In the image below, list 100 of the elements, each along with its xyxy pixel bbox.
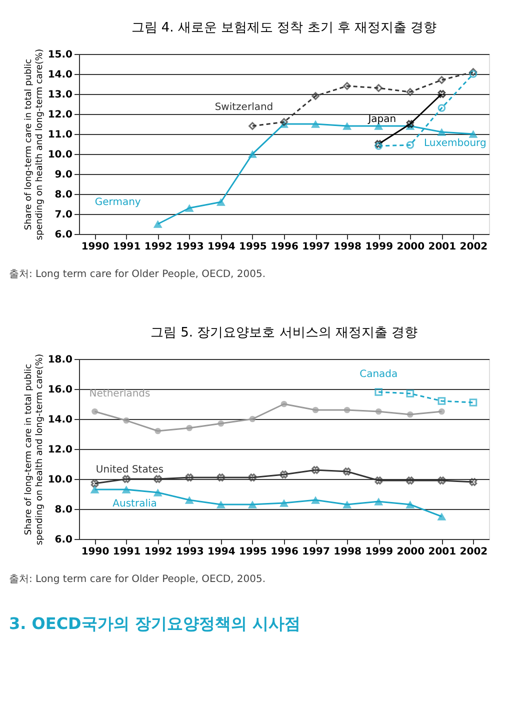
x-tick-label: 1997 bbox=[302, 546, 330, 558]
x-tick-label: 1994 bbox=[208, 546, 236, 558]
y-tick-label: 11.0 bbox=[48, 130, 73, 140]
y-tick-label: 18.0 bbox=[48, 354, 73, 366]
point bbox=[216, 500, 226, 508]
series-label: Switzerland bbox=[214, 102, 274, 113]
point bbox=[437, 128, 446, 136]
point bbox=[374, 476, 382, 484]
point bbox=[217, 474, 225, 482]
x-tick-label: 1992 bbox=[144, 242, 172, 252]
point bbox=[469, 478, 478, 486]
x-tick-label: 1999 bbox=[365, 546, 394, 558]
point bbox=[311, 496, 320, 504]
text: Germany bbox=[94, 197, 141, 208]
y-tick-label: 15.0 bbox=[48, 50, 73, 60]
x-tick-label: 1993 bbox=[176, 546, 204, 558]
point bbox=[184, 496, 194, 504]
y-tick-label: 7.0 bbox=[54, 210, 73, 220]
point bbox=[123, 417, 130, 424]
x-tick-label: 1990 bbox=[81, 242, 110, 252]
point bbox=[374, 84, 383, 92]
x-tick-label: 1999 bbox=[365, 242, 394, 252]
point bbox=[90, 480, 99, 488]
y-tick-label: 16.0 bbox=[48, 384, 73, 396]
x-tick-label: 2000 bbox=[396, 546, 425, 558]
point bbox=[374, 142, 383, 150]
x-tick-label: 1996 bbox=[270, 242, 298, 252]
point bbox=[344, 406, 350, 414]
series-label: Luxembourg bbox=[424, 138, 486, 149]
x-tick-label: 1991 bbox=[112, 546, 141, 558]
point bbox=[438, 476, 446, 484]
point bbox=[216, 198, 226, 206]
x-tick-label: 1996 bbox=[270, 546, 298, 558]
point bbox=[280, 400, 288, 408]
point bbox=[342, 122, 352, 130]
point bbox=[311, 120, 320, 128]
point bbox=[92, 408, 98, 415]
point bbox=[406, 411, 414, 418]
y-tick-label: 6.0 bbox=[54, 534, 73, 546]
point bbox=[437, 512, 446, 520]
series-label: Netherlands bbox=[89, 388, 150, 400]
y-tick-label: 12.0 bbox=[48, 110, 73, 120]
x-tick-label: 2002 bbox=[460, 242, 488, 252]
point bbox=[374, 388, 383, 396]
point bbox=[312, 406, 319, 414]
point bbox=[154, 475, 162, 483]
y-tick-label: 13.0 bbox=[48, 90, 73, 100]
point bbox=[343, 82, 351, 90]
y-tick-label: 8.0 bbox=[54, 504, 73, 516]
x-tick-label: 1992 bbox=[144, 546, 172, 558]
point bbox=[248, 150, 257, 158]
text: 3. OECD국가의 장기요양정책의 시사점 bbox=[9, 614, 300, 633]
series-label: Australia bbox=[112, 498, 157, 510]
x-tick-label: 2000 bbox=[396, 242, 425, 252]
chart-title: 그림 4. 새로운 보험제도 정착 초기 후 재정지출 경향 bbox=[131, 20, 437, 36]
point bbox=[312, 92, 320, 100]
point bbox=[406, 141, 414, 149]
point bbox=[438, 408, 445, 415]
y-tick-label: 8.0 bbox=[54, 190, 73, 200]
point bbox=[248, 474, 256, 482]
series-label: Canada bbox=[360, 369, 398, 380]
point bbox=[312, 466, 320, 474]
point bbox=[248, 122, 256, 130]
point bbox=[438, 397, 446, 405]
x-tick-label: 2001 bbox=[428, 546, 456, 558]
y-tick-label: 6.0 bbox=[54, 230, 73, 240]
point bbox=[186, 474, 194, 482]
point bbox=[154, 428, 162, 434]
point bbox=[249, 416, 256, 422]
point bbox=[122, 486, 131, 494]
point bbox=[468, 130, 478, 138]
chart-title: 그림 5. 장기요양보호 서비스의 재정지출 경향 bbox=[150, 325, 418, 340]
point bbox=[406, 476, 414, 484]
point bbox=[469, 398, 478, 406]
point bbox=[122, 475, 130, 483]
point bbox=[469, 70, 478, 78]
series-label: United States bbox=[96, 464, 164, 476]
y-tick-label: 9.0 bbox=[54, 170, 73, 180]
point bbox=[406, 88, 414, 96]
y-tick-label: 14.0 bbox=[48, 70, 73, 80]
y-tick-label: 12.0 bbox=[48, 444, 73, 456]
point bbox=[375, 408, 382, 415]
point bbox=[438, 104, 446, 112]
y-axis-title: Share of long-term care in total public spending on health and long-term care(%) bbox=[24, 354, 45, 546]
point bbox=[406, 390, 414, 398]
point bbox=[153, 488, 162, 496]
y-tick-label: 10.0 bbox=[48, 150, 73, 160]
x-tick-label: 1998 bbox=[334, 242, 362, 252]
source-note: 출처: Long term care for Older People, OECD, 2005. bbox=[9, 269, 266, 280]
point bbox=[280, 470, 288, 478]
point bbox=[374, 498, 384, 506]
series-label: Japan bbox=[367, 114, 396, 125]
point bbox=[342, 500, 352, 508]
x-tick-label: 2001 bbox=[428, 242, 456, 252]
source-note: 출처: Long term care for Older People, OECD, 2005. bbox=[9, 574, 266, 585]
point bbox=[343, 468, 351, 476]
x-tick-label: 1994 bbox=[208, 242, 236, 252]
point bbox=[406, 500, 415, 508]
point bbox=[186, 424, 193, 432]
y-tick-label: 14.0 bbox=[48, 414, 73, 426]
